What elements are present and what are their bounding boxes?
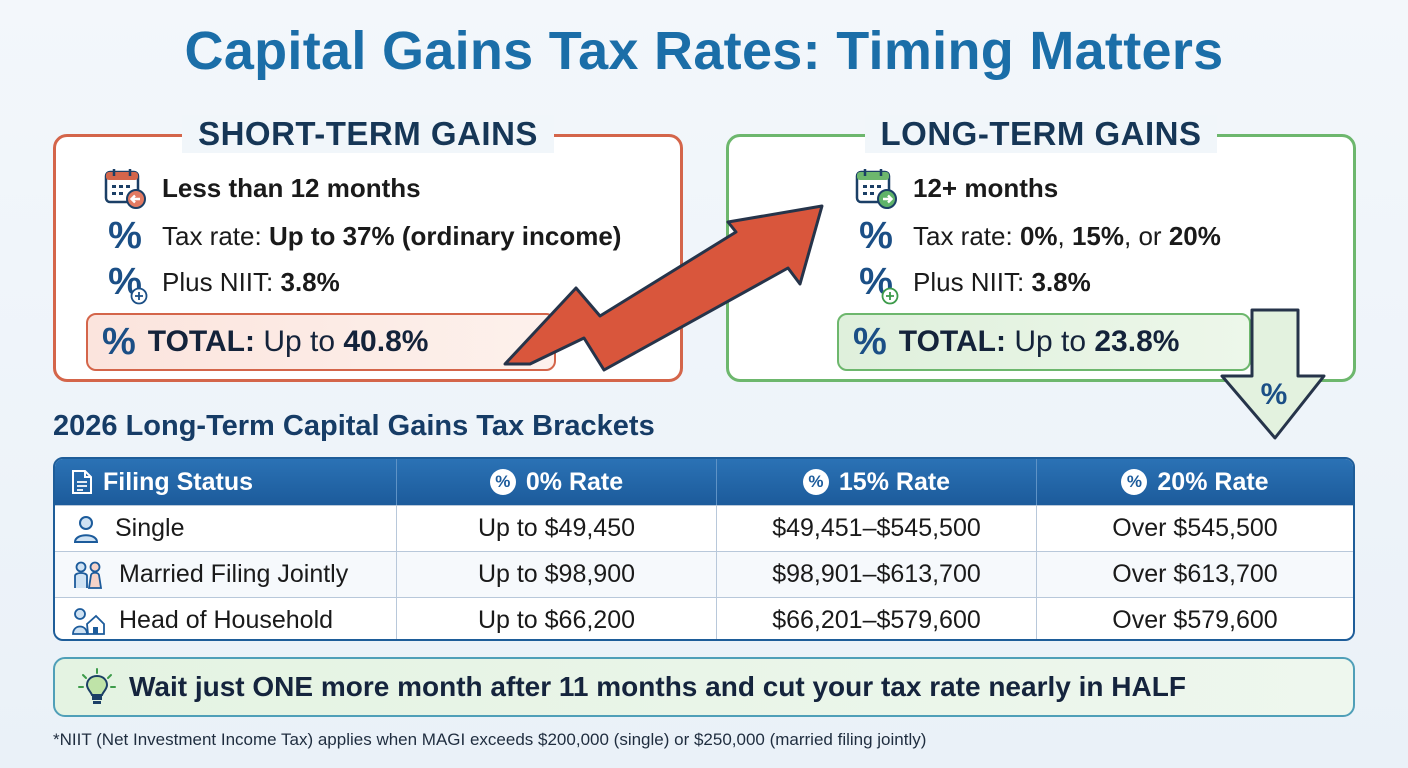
table-row: Single Up to $49,450 $49,451–$545,500 Ov… <box>55 505 1353 551</box>
long-term-heading: LONG-TERM GAINS <box>864 115 1218 153</box>
percent-icon: % <box>1121 469 1148 495</box>
short-term-niit: Plus NIIT: 3.8% <box>162 266 340 297</box>
rate-15-value: $98,901–$613,700 <box>717 552 1037 597</box>
percent-icon: % <box>853 320 887 363</box>
document-icon <box>72 470 92 494</box>
brackets-heading: 2026 Long-Term Capital Gains Tax Bracket… <box>53 410 655 442</box>
filing-status: Married Filing Jointly <box>119 560 349 588</box>
couple-icon <box>74 561 103 589</box>
rate-20-value: Over $545,500 <box>1112 514 1278 542</box>
filing-status: Head of Household <box>119 606 334 634</box>
short-term-rate: Tax rate: Up to 37% (ordinary income) <box>162 220 622 251</box>
head-of-household-icon <box>72 607 105 635</box>
percent-icon: % <box>108 214 142 257</box>
page-title: Capital Gains Tax Rates: Timing Matters <box>184 21 1224 81</box>
percent-icon: % <box>102 320 136 363</box>
short-term-panel: SHORT-TERM GAINS Less than 12 months % T… <box>53 115 683 382</box>
person-icon <box>73 515 99 543</box>
brackets-table: Filing Status % 0% Rate % 15% Rate % 20% Ra… <box>53 457 1355 641</box>
short-term-total: TOTAL: Up to 40.8% <box>147 325 429 358</box>
tip-text: Wait just ONE more month after 11 months… <box>129 671 1186 702</box>
table-row: Married Filing Jointly Up to $98,900 $98… <box>55 551 1353 597</box>
filing-status: Single <box>115 514 185 542</box>
percent-icon: % <box>859 214 893 257</box>
rate-0-value: Up to $66,200 <box>397 598 717 639</box>
footnote: *NIIT (Net Investment Income Tax) applie… <box>53 730 927 749</box>
percent-icon: % <box>489 469 516 495</box>
table-row: Head of Household Up to $66,200 $66,201–… <box>55 597 1353 639</box>
rate-15-value: $66,201–$579,600 <box>717 598 1037 639</box>
percent-icon: % <box>802 469 829 495</box>
column-header-15-rate: % 15% Rate <box>717 459 1037 505</box>
column-header-0-rate: % 0% Rate <box>397 459 717 505</box>
calendar-back-icon <box>102 165 148 211</box>
long-term-niit: Plus NIIT: 3.8% <box>913 266 1091 297</box>
column-header-20-rate: % 20% Rate <box>1037 459 1353 505</box>
long-term-holding: 12+ months <box>913 172 1059 203</box>
svg-text:%: % <box>1261 378 1288 411</box>
long-term-panel: LONG-TERM GAINS 12+ months % Tax rate: 0… <box>726 115 1356 382</box>
rate-20-value: Over $613,700 <box>1112 560 1278 588</box>
short-term-heading: SHORT-TERM GAINS <box>182 115 554 153</box>
table-header: Filing Status % 0% Rate % 15% Rate % 20% Ra… <box>55 459 1353 505</box>
column-header-filing-status: Filing Status <box>55 459 397 505</box>
percent-plus-icon: % <box>853 259 899 305</box>
short-term-holding: Less than 12 months <box>162 172 421 203</box>
rate-20-value: Over $579,600 <box>1112 606 1278 634</box>
percent-plus-icon: % <box>102 259 148 305</box>
rate-0-value: Up to $98,900 <box>397 552 717 597</box>
calendar-forward-icon <box>853 165 899 211</box>
rate-0-value: Up to $49,450 <box>397 506 717 551</box>
lightbulb-icon <box>78 668 116 704</box>
short-term-total-box: % TOTAL: Up to 40.8% <box>86 313 556 371</box>
rate-15-value: $49,451–$545,500 <box>717 506 1037 551</box>
long-term-total-box: % TOTAL: Up to 23.8% <box>837 313 1251 371</box>
tip-banner: Wait just ONE more month after 11 months… <box>53 657 1355 717</box>
long-term-rate: Tax rate: 0%, 15%, or 20% <box>913 220 1221 251</box>
long-term-total: TOTAL: Up to 23.8% <box>898 325 1180 358</box>
